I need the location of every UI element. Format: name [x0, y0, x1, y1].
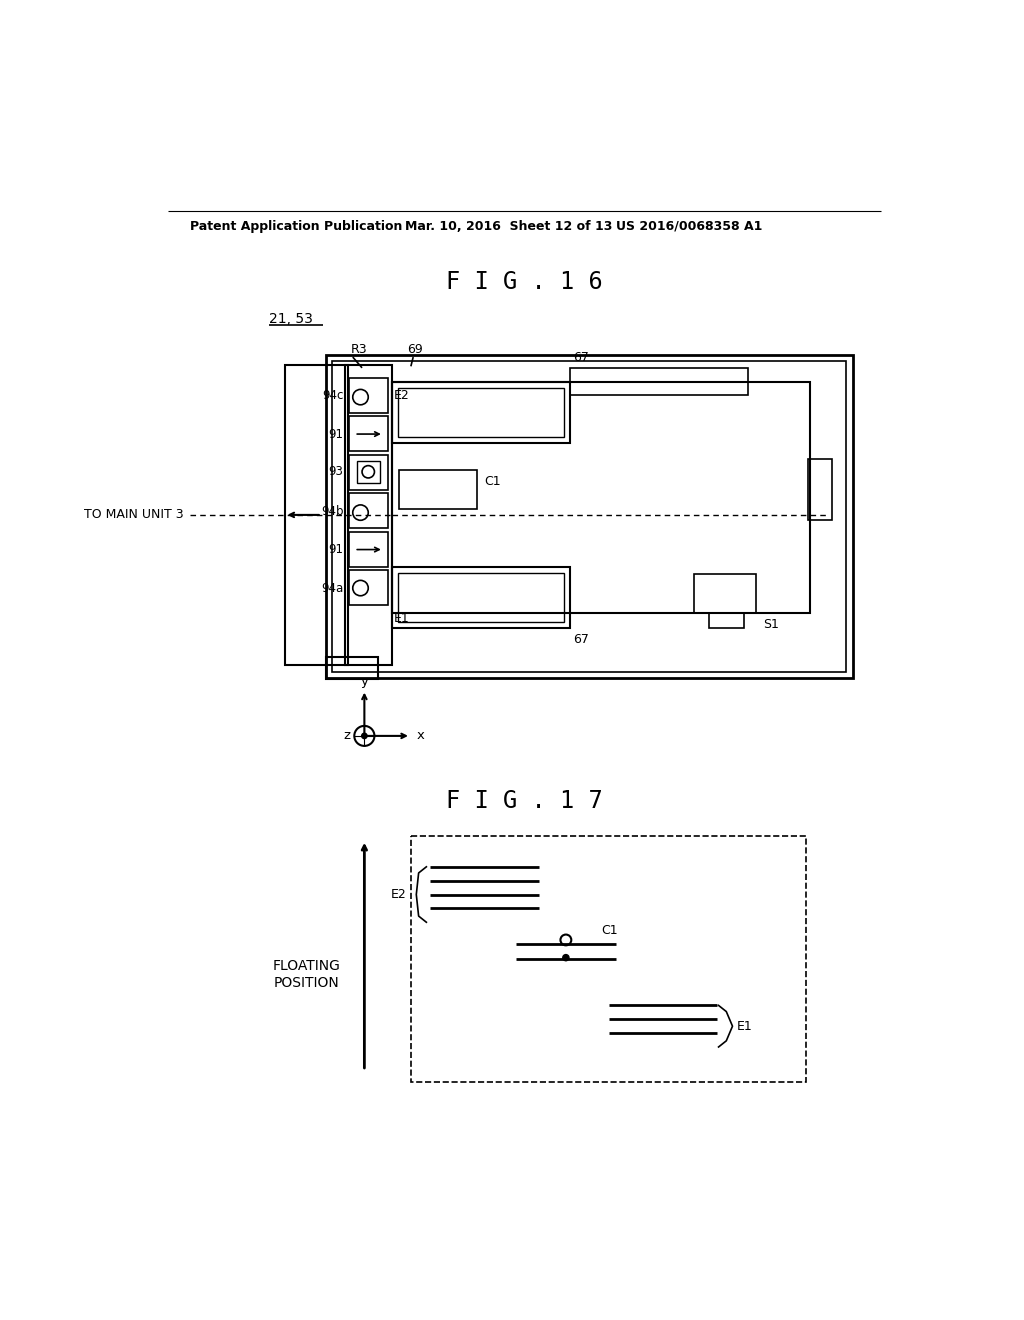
Bar	[345, 364, 391, 665]
Circle shape	[563, 954, 569, 961]
Bar	[285, 364, 348, 665]
Text: R3: R3	[350, 343, 368, 356]
Bar	[356, 461, 380, 483]
Text: Mar. 10, 2016  Sheet 12 of 13: Mar. 10, 2016 Sheet 12 of 13	[406, 219, 612, 232]
Bar	[349, 378, 388, 412]
Bar	[349, 455, 388, 490]
Text: TO MAIN UNIT 3: TO MAIN UNIT 3	[84, 508, 183, 521]
Bar	[349, 532, 388, 566]
Text: E1: E1	[736, 1019, 752, 1032]
Bar	[569, 368, 748, 395]
Text: 94c: 94c	[323, 389, 343, 403]
Text: 94a: 94a	[322, 582, 343, 594]
Bar	[411, 836, 806, 1082]
Text: F I G . 1 7: F I G . 1 7	[446, 789, 603, 813]
Bar	[326, 657, 378, 678]
Text: 21, 53: 21, 53	[269, 312, 313, 326]
Text: E2: E2	[391, 888, 407, 902]
Text: Patent Application Publication: Patent Application Publication	[190, 219, 402, 232]
Bar	[391, 381, 569, 444]
Bar	[391, 566, 569, 628]
Bar	[397, 573, 563, 622]
Text: US 2016/0068358 A1: US 2016/0068358 A1	[616, 219, 763, 232]
Bar	[710, 612, 744, 628]
Text: C1: C1	[601, 924, 617, 937]
Bar	[693, 574, 756, 612]
Bar	[326, 355, 853, 678]
Text: FLOATING
POSITION: FLOATING POSITION	[272, 960, 340, 990]
Text: y: y	[360, 676, 369, 689]
Text: E2: E2	[394, 389, 410, 403]
Bar	[391, 381, 810, 612]
Text: S1: S1	[764, 618, 779, 631]
Text: 67: 67	[573, 634, 590, 647]
Text: 91: 91	[329, 428, 343, 441]
Text: 91: 91	[329, 543, 343, 556]
Bar	[397, 388, 563, 437]
Text: E1: E1	[394, 612, 410, 626]
Text: 69: 69	[407, 343, 423, 356]
Bar	[809, 459, 831, 520]
Text: C1: C1	[484, 475, 501, 488]
Text: 67: 67	[573, 351, 590, 363]
Text: 94b: 94b	[321, 504, 343, 517]
Bar	[399, 470, 477, 508]
Circle shape	[361, 733, 367, 739]
Text: z: z	[343, 730, 350, 742]
Bar	[349, 494, 388, 528]
Bar	[349, 416, 388, 451]
Bar	[349, 570, 388, 605]
Text: x: x	[416, 730, 424, 742]
Bar	[332, 360, 847, 672]
Text: 93: 93	[329, 465, 343, 478]
Text: F I G . 1 6: F I G . 1 6	[446, 269, 603, 293]
